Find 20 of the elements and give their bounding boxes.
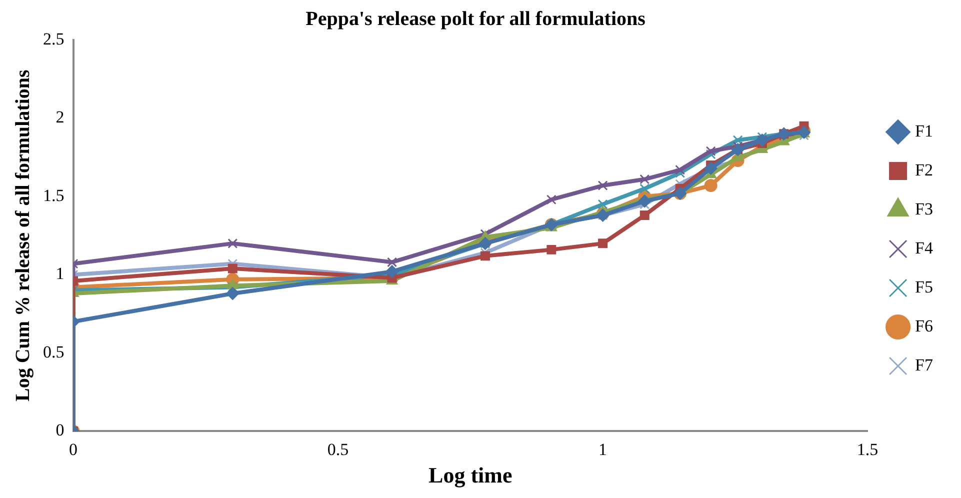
legend-label: F3: [915, 199, 934, 218]
y-tick-label: 0: [56, 420, 64, 440]
y-tick-label: 2: [56, 108, 64, 127]
y-tick-label: 2.5: [43, 29, 64, 48]
x-axis-title: Log time: [428, 462, 512, 488]
legend-label: F2: [915, 160, 934, 180]
x-tick-label: 1: [598, 440, 608, 459]
y-tick-label: 1.5: [43, 186, 64, 205]
legend-label: F7: [915, 355, 934, 374]
chart-title: Peppa's release polt for all formulations: [306, 8, 646, 30]
y-axis-title: Log Cum % release of all formulations: [12, 69, 34, 402]
x-tick-label: 0.5: [327, 440, 349, 459]
legend-label: F4: [915, 238, 934, 258]
y-tick-label: 1: [56, 264, 64, 284]
legend-label: F6: [915, 316, 934, 336]
legend-label: F5: [915, 277, 934, 296]
x-tick-label: 0: [69, 440, 78, 459]
legend-label: F1: [915, 121, 934, 140]
x-tick-label: 1.5: [856, 440, 878, 459]
y-tick-label: 0.5: [43, 342, 64, 362]
